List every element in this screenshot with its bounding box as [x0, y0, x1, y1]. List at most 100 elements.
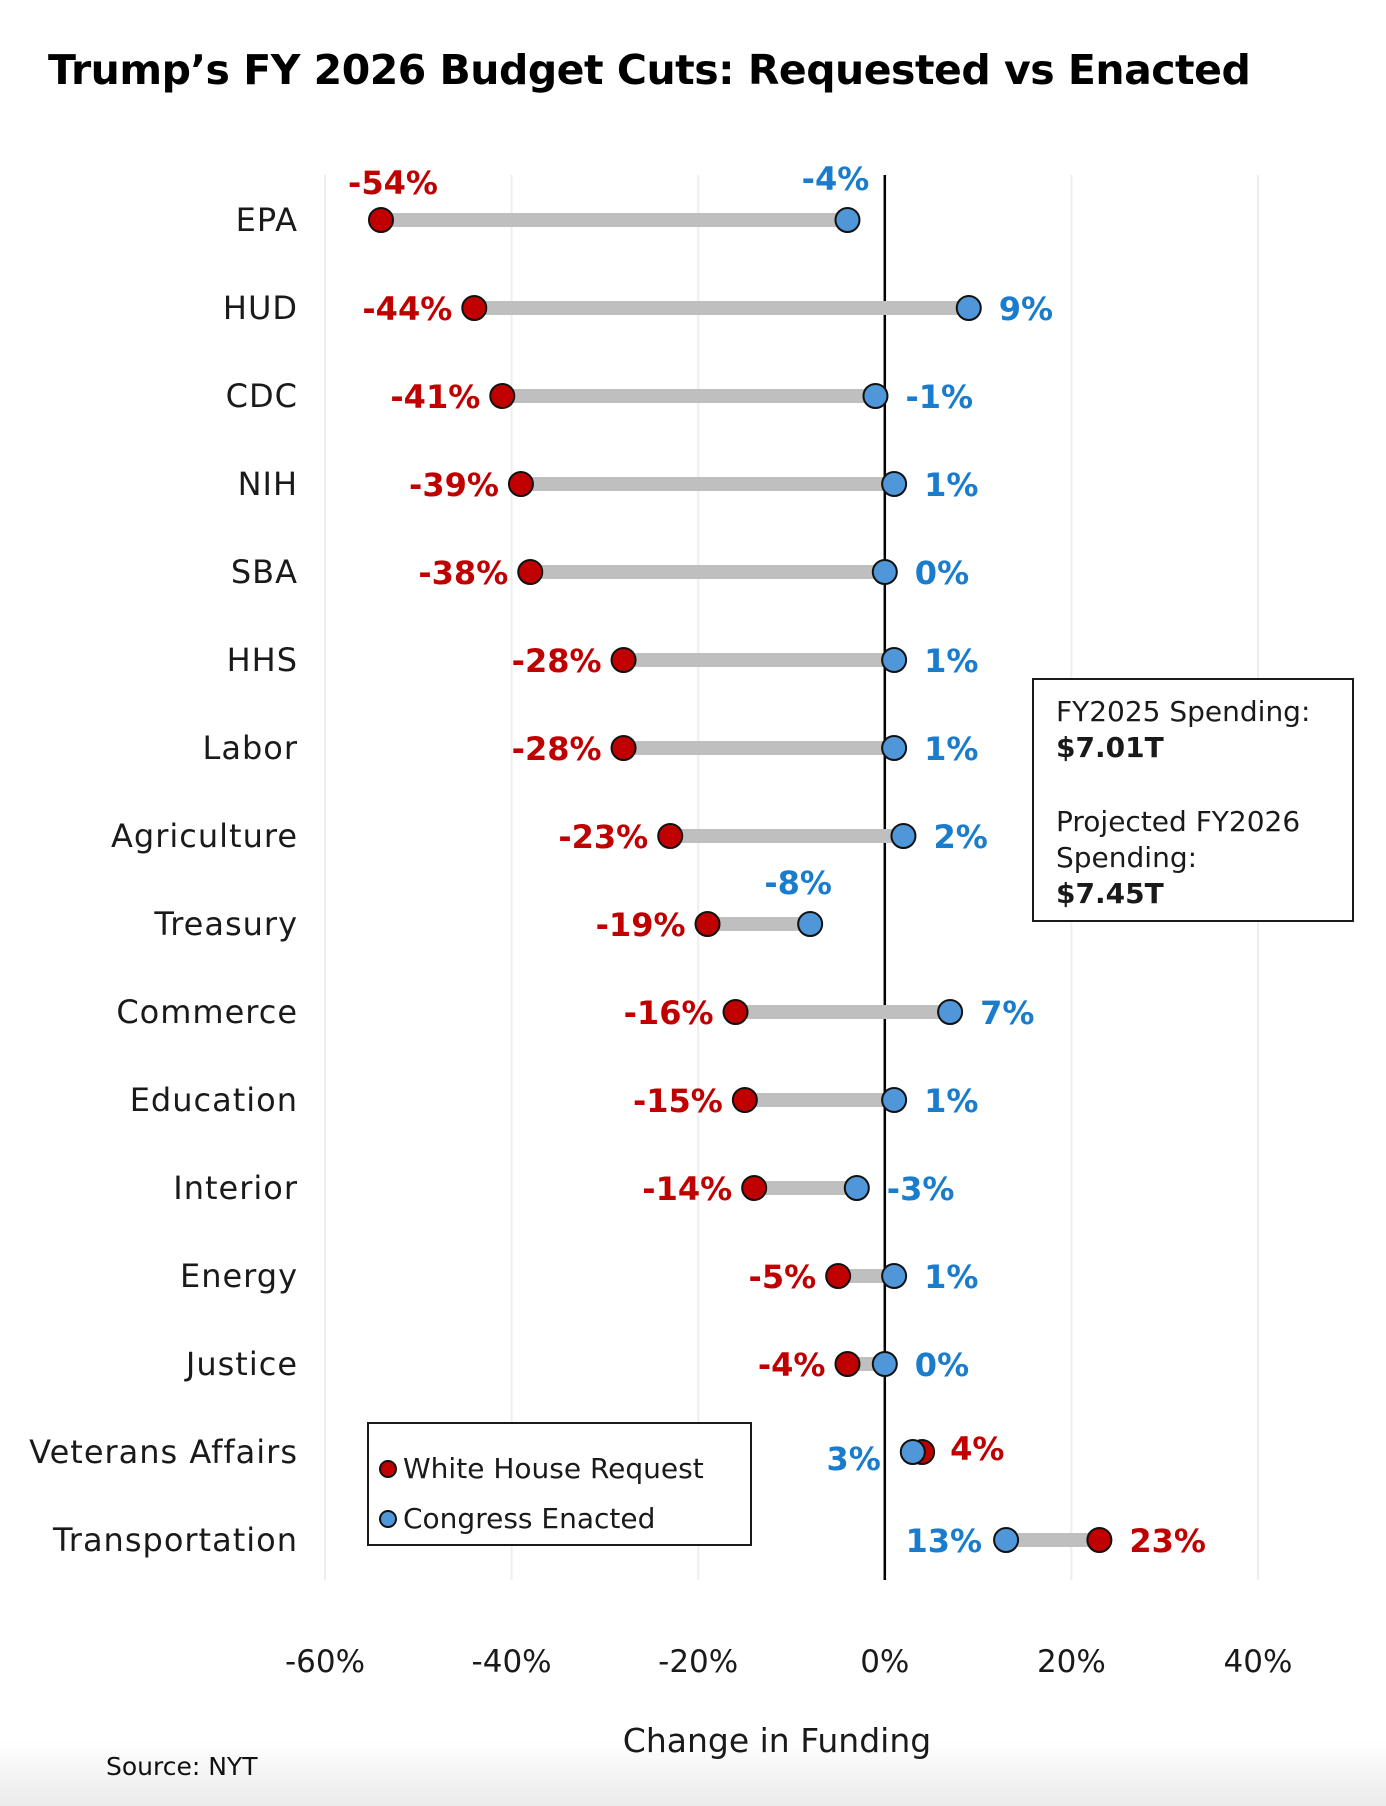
enacted-value-label: 1% [924, 466, 978, 504]
enacted-dot [881, 1263, 908, 1289]
category-label: HUD [223, 289, 298, 327]
category-label: SBA [231, 553, 298, 591]
fy2025-label: FY2025 Spending: [1056, 695, 1311, 728]
category-label: Veterans Affairs [29, 1433, 298, 1471]
request-dot [461, 295, 488, 321]
legend-item-enacted: Congress Enacted [379, 1502, 655, 1535]
request-dot [722, 999, 749, 1025]
enacted-dot [881, 471, 908, 497]
x-tick-label: 0% [860, 1644, 909, 1680]
category-label: Transportation [52, 1521, 298, 1559]
enacted-value-label: 1% [924, 642, 978, 680]
enacted-value-label: 0% [915, 1346, 969, 1384]
request-dot [825, 1263, 852, 1289]
category-label: Agriculture [111, 817, 298, 855]
request-dot [741, 1175, 768, 1201]
source-note: Source: NYT [106, 1752, 258, 1781]
enacted-value-label: 2% [933, 818, 987, 856]
enacted-dot [937, 999, 964, 1025]
category-labels: EPA HUD CDC NIH SBA HHS Labor Agriculture Treasu… [29, 201, 298, 1559]
request-value-label: -54% [348, 164, 438, 202]
request-dot [657, 823, 684, 849]
enacted-dot [871, 559, 898, 585]
enacted-dot [899, 1439, 926, 1465]
enacted-dot [843, 1175, 870, 1201]
legend: White House Request Congress Enacted [367, 1422, 752, 1546]
enacted-dot [871, 1351, 898, 1377]
request-dot [1086, 1527, 1113, 1553]
request-value-label: -28% [512, 642, 602, 680]
enacted-dot [993, 1527, 1020, 1553]
enacted-dot [955, 295, 982, 321]
category-label: CDC [226, 377, 298, 415]
request-value-label: -4% [758, 1346, 826, 1384]
fy2026-label-line1: Projected FY2026 [1056, 805, 1301, 838]
enacted-value-label: -8% [764, 864, 832, 902]
category-label: Energy [180, 1257, 298, 1295]
request-value-label: -5% [749, 1258, 817, 1296]
enacted-dot [881, 1087, 908, 1113]
enacted-value-label: 3% [826, 1440, 880, 1478]
request-value-label: -41% [390, 378, 480, 416]
request-dot [694, 911, 721, 937]
x-tick-labels: -60% -40% -20% 0% 20% 40% [285, 1644, 1293, 1680]
fy2025-value: $7.01T [1056, 731, 1164, 764]
enacted-value-label: -4% [802, 160, 870, 198]
request-value-label: -44% [362, 290, 452, 328]
request-value-label: -15% [633, 1082, 723, 1120]
fy2026-label-line2: Spending: [1056, 841, 1198, 874]
x-tick-label: -20% [658, 1644, 738, 1680]
legend-request-dot-icon [379, 1459, 397, 1478]
enacted-value-label: 1% [924, 730, 978, 768]
request-value-label: 23% [1129, 1522, 1206, 1560]
x-tick-label: -40% [472, 1644, 552, 1680]
enacted-value-label: 1% [924, 1258, 978, 1296]
enacted-dot [881, 647, 908, 673]
enacted-value-label: 9% [999, 290, 1053, 328]
enacted-dot [881, 735, 908, 761]
category-label: Treasury [153, 905, 298, 943]
category-label: Labor [203, 729, 298, 767]
legend-enacted-dot-icon [379, 1509, 397, 1528]
enacted-value-label: 0% [915, 554, 969, 592]
legend-item-request: White House Request [379, 1452, 704, 1485]
category-label: Education [130, 1081, 298, 1119]
request-value-label: -28% [512, 730, 602, 768]
spending-info-box: FY2025 Spending: $7.01T Projected FY2026… [1032, 678, 1354, 922]
category-label: Interior [173, 1169, 298, 1207]
request-dot [834, 1351, 861, 1377]
category-label: HHS [227, 641, 298, 679]
legend-enacted-label: Congress Enacted [403, 1502, 656, 1535]
request-dot [489, 383, 516, 409]
request-dot [610, 735, 637, 761]
request-dot [367, 207, 394, 233]
legend-request-label: White House Request [403, 1452, 704, 1485]
request-value-label: -19% [596, 906, 686, 944]
request-value-label: -23% [558, 818, 648, 856]
value-labels: -54% -4% -44% 9% -41% -1% -39% 1% -38% 0% -28% 1% -2… [348, 160, 1206, 1560]
request-dot [517, 559, 544, 585]
x-tick-label: 20% [1037, 1644, 1106, 1680]
x-tick-label: 40% [1224, 1644, 1293, 1680]
category-label: EPA [236, 201, 298, 239]
request-dot [610, 647, 637, 673]
category-label: NIH [238, 465, 298, 503]
enacted-dot [834, 207, 861, 233]
category-label: Commerce [116, 993, 298, 1031]
enacted-value-label: 1% [924, 1082, 978, 1120]
connector-bars [380, 213, 1100, 1547]
enacted-value-label: 7% [980, 994, 1034, 1032]
x-axis-title: Change in Funding [623, 1721, 931, 1760]
dots [367, 207, 1113, 1553]
request-dot [731, 1087, 758, 1113]
request-dot [507, 471, 534, 497]
enacted-value-label: -1% [905, 378, 973, 416]
request-value-label: -16% [624, 994, 714, 1032]
request-value-label: -14% [642, 1170, 732, 1208]
x-tick-label: -60% [285, 1644, 365, 1680]
enacted-dot [797, 911, 824, 937]
enacted-dot [862, 383, 889, 409]
chart-title: Trump’s FY 2026 Budget Cuts: Requested v… [48, 46, 1251, 94]
request-value-label: -38% [418, 554, 508, 592]
